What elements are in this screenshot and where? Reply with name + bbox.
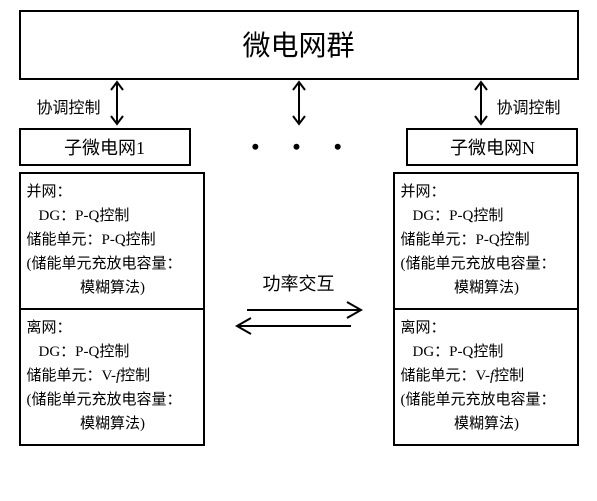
- coord-arrow-center: [291, 80, 307, 126]
- subgrid-n-islanded: 离网： DG：P-Q控制 储能单元：V-f控制 (储能单元充放电容量： 模糊算法…: [395, 308, 577, 444]
- subgrid-1-detail: 并网： DG：P-Q控制 储能单元：P-Q控制 (储能单元充放电容量： 模糊算法…: [19, 172, 205, 446]
- storage-fuzzy-line2: 模糊算法): [401, 412, 573, 436]
- subgrid-header-row: 子微电网1 • • • 子微电网N: [19, 128, 579, 166]
- exchange-arrows-icon: [229, 298, 369, 338]
- subgrid-1-grid-connected: 并网： DG：P-Q控制 储能单元：P-Q控制 (储能单元充放电容量： 模糊算法…: [21, 174, 203, 308]
- storage-vf-line: 储能单元：V-f控制: [401, 364, 573, 388]
- microgrid-group-box: 微电网群: [19, 10, 579, 80]
- storage-fuzzy-line1: (储能单元充放电容量：: [27, 252, 199, 276]
- double-arrow-icon: [473, 80, 489, 126]
- storage-pq-line: 储能单元：P-Q控制: [27, 228, 199, 252]
- vf-pre: 储能单元：V-: [27, 368, 116, 384]
- grid-connected-header: 并网：: [27, 180, 199, 204]
- subgrid-1-islanded: 离网： DG：P-Q控制 储能单元：V-f控制 (储能单元充放电容量： 模糊算法…: [21, 308, 203, 444]
- subgrid-n-header: 子微电网N: [406, 128, 578, 166]
- dg-pq-line: DG：P-Q控制: [27, 340, 199, 364]
- storage-fuzzy-line2: 模糊算法): [27, 276, 199, 300]
- storage-fuzzy-line1: (储能单元充放电容量：: [401, 388, 573, 412]
- grid-connected-header: 并网：: [401, 180, 573, 204]
- microgrid-group-title: 微电网群: [242, 31, 354, 62]
- vf-post: 控制: [120, 368, 150, 384]
- storage-pq-line: 储能单元：P-Q控制: [401, 228, 573, 252]
- subgrid-n-title: 子微电网N: [450, 138, 535, 158]
- storage-fuzzy-line1: (储能单元充放电容量：: [401, 252, 573, 276]
- islanded-header: 离网：: [401, 316, 573, 340]
- ellipsis-dots: • • •: [241, 134, 355, 160]
- storage-fuzzy-line2: 模糊算法): [27, 412, 199, 436]
- storage-fuzzy-line1: (储能单元充放电容量：: [27, 388, 199, 412]
- vf-post: 控制: [494, 368, 524, 384]
- subgrid-n-grid-connected: 并网： DG：P-Q控制 储能单元：P-Q控制 (储能单元充放电容量： 模糊算法…: [395, 174, 577, 308]
- subgrid-1-title: 子微电网1: [64, 138, 145, 158]
- coordination-row: 协调控制 协调控制: [19, 80, 579, 126]
- power-exchange-label: 功率交互: [229, 270, 369, 296]
- subgrid-n-detail: 并网： DG：P-Q控制 储能单元：P-Q控制 (储能单元充放电容量： 模糊算法…: [393, 172, 579, 446]
- dg-pq-line: DG：P-Q控制: [27, 204, 199, 228]
- double-arrow-icon: [109, 80, 125, 126]
- subgrid-1-header: 子微电网1: [19, 128, 191, 166]
- storage-vf-line: 储能单元：V-f控制: [27, 364, 199, 388]
- double-arrow-icon: [291, 80, 307, 126]
- coord-label-right: 协调控制: [497, 94, 561, 118]
- coord-arrow-right: [473, 80, 489, 126]
- dg-pq-line: DG：P-Q控制: [401, 204, 573, 228]
- coord-arrow-left: [109, 80, 125, 126]
- dg-pq-line: DG：P-Q控制: [401, 340, 573, 364]
- islanded-header: 离网：: [27, 316, 199, 340]
- coord-label-left: 协调控制: [37, 94, 101, 118]
- vf-pre: 储能单元：V-: [401, 368, 490, 384]
- storage-fuzzy-line2: 模糊算法): [401, 276, 573, 300]
- power-exchange: 功率交互: [229, 270, 369, 343]
- detail-row: 并网： DG：P-Q控制 储能单元：P-Q控制 (储能单元充放电容量： 模糊算法…: [19, 172, 579, 446]
